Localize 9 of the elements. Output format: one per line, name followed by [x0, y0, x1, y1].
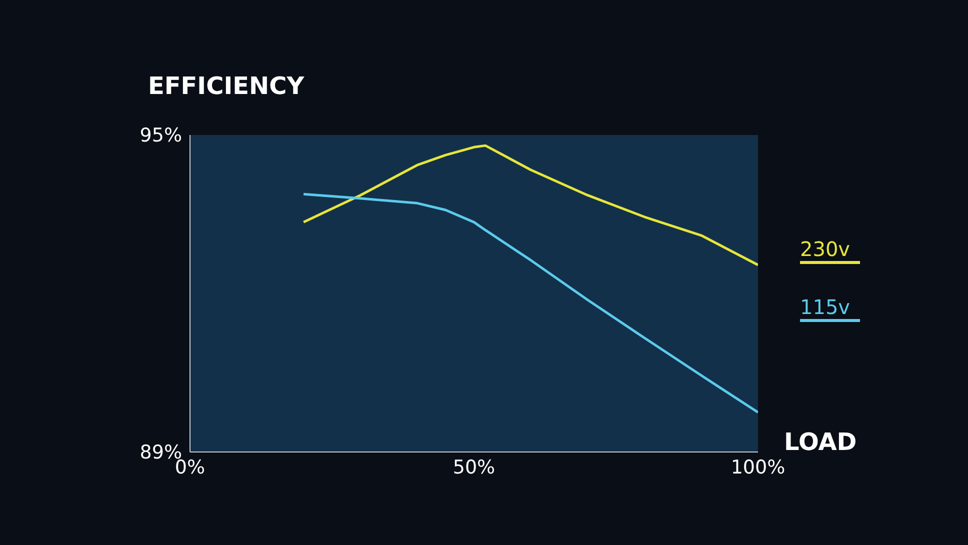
- y-tick-label: 95%: [140, 124, 182, 147]
- x-axis-title: LOAD: [784, 428, 857, 456]
- line-series: [302, 192, 758, 414]
- y-axis-title: EFFICIENCY: [148, 72, 304, 100]
- text: 115v: [800, 295, 852, 319]
- x-tick-label: 100%: [730, 456, 786, 478]
- line-series: [302, 144, 758, 266]
- x-tick-label: 50%: [452, 456, 496, 478]
- text: 230v: [800, 237, 852, 261]
